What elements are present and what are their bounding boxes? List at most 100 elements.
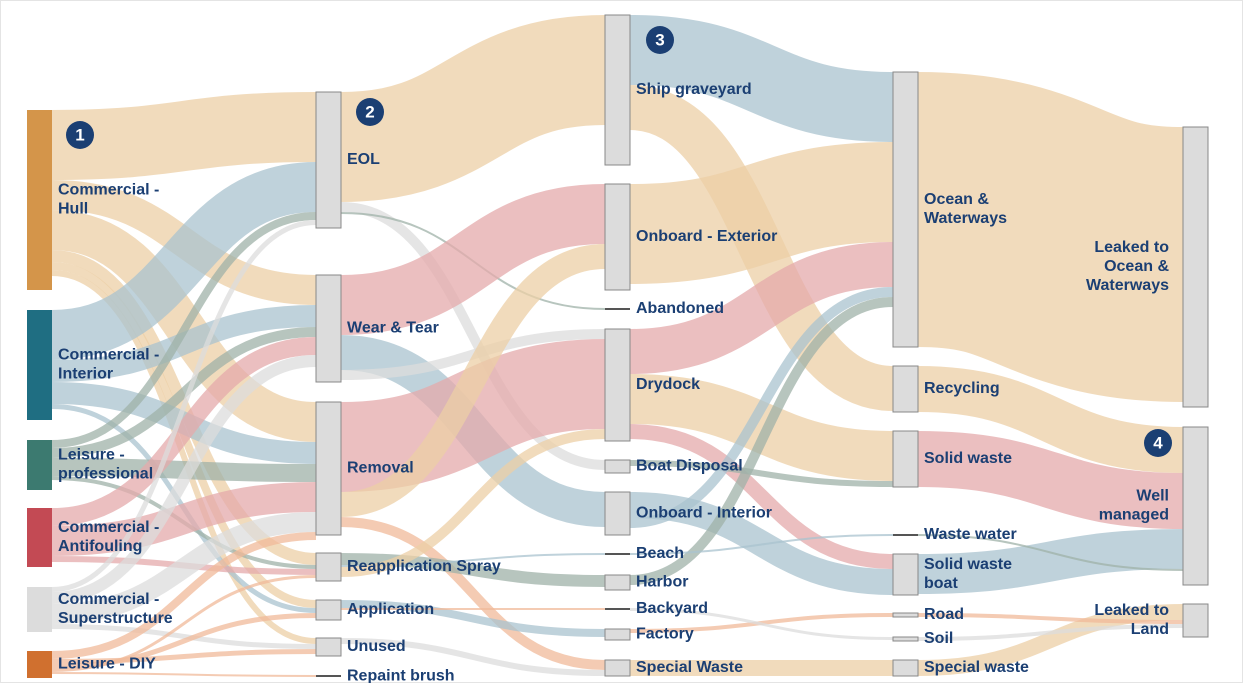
flow [340,244,606,517]
node-label: Solid waste [924,450,1012,467]
node [604,491,631,536]
node-label: EOL [347,151,380,168]
badge-circle [646,26,674,54]
node [604,328,631,442]
flow [339,15,607,202]
badge-circle [356,98,384,126]
flow [917,431,1184,529]
node [1182,603,1209,638]
label-line: Factory [636,626,694,643]
node-label: Leisure - DIY [58,656,156,673]
flow [629,534,894,555]
flow [917,624,1184,641]
node-label: Commercial - Interior [58,347,159,383]
label-line: Waterways [924,210,1007,227]
node-label: Removal [347,460,414,477]
flow [629,15,894,142]
label-line: Drydock [636,376,700,393]
flow [51,355,317,604]
node [315,599,342,621]
node-label: Recycling [924,380,1000,397]
flow [629,374,894,481]
label-line: Application [347,601,434,618]
label-line: managed [1099,507,1169,524]
flow [340,517,606,670]
node [315,274,342,383]
node [892,612,919,618]
flow [51,220,317,592]
flow [917,366,1184,473]
node [27,508,52,567]
node [892,430,919,488]
flow [629,460,894,487]
node [27,310,52,420]
node-label: Onboard - Interior [636,505,772,522]
label-line: Waste water [924,526,1017,543]
node-label: Ocean & Waterways [924,191,1007,227]
flow [51,532,317,659]
node-label: Ship graveyard [636,81,752,98]
flow [340,638,606,676]
node [892,71,919,348]
label-line: Unused [347,638,406,655]
label-line: Repaint brush [347,668,455,683]
label-line: Antifouling [58,538,142,555]
node-label: Commercial - Antifouling [58,519,159,555]
node [604,183,631,291]
label-line: Solid waste [924,450,1012,467]
label-line: Onboard - Exterior [636,228,777,245]
label-line: Interior [58,366,113,383]
node-label: Wear & Tear [347,320,439,337]
label-line: Removal [347,460,414,477]
badge-circle [1144,429,1172,457]
label-line: professional [58,466,153,483]
flow [51,270,317,644]
node [892,636,919,642]
label-line: Road [924,606,964,623]
label-line: Ship graveyard [636,81,752,98]
label-line: Reapplication Spray [347,558,501,575]
node [1182,126,1209,408]
label-line: Backyard [636,600,708,617]
label-line: Leaked to [1094,239,1169,256]
label-line: Commercial - [58,182,159,199]
flow [629,608,894,640]
node [892,553,919,596]
label-line: Leisure - [58,447,125,464]
label-line: Wear & Tear [347,320,439,337]
flow [51,162,317,360]
flow [340,202,606,470]
label-line: Special Waste [636,659,743,676]
flow [629,242,894,374]
flow [340,184,606,335]
flow [915,72,1186,402]
label-line: Solid waste [924,556,1012,573]
node [604,659,631,677]
label-line: Onboard - Interior [636,505,772,522]
node-label: Onboard - Exterior [636,228,777,245]
flow [340,600,606,637]
node [604,459,631,474]
flow [51,512,317,624]
node [315,637,342,657]
flow [629,424,894,569]
flow [51,482,317,556]
badge-number: 2 [365,102,374,121]
node-label: Leaked to Land [1094,602,1169,638]
label-line: Ocean & [1104,258,1169,275]
label-line: Harbor [636,574,688,591]
flow [340,339,606,492]
flow [340,429,606,577]
flow [51,305,317,382]
node [315,91,342,229]
node [27,651,52,678]
node-label: Well managed [1099,488,1169,524]
flow [51,613,317,669]
label-line: Well [1136,488,1169,505]
label-line: Recycling [924,380,1000,397]
node [1182,426,1209,586]
flow [917,534,1184,571]
label-line: Hull [58,201,88,218]
node-label: Leisure - professional [58,447,153,483]
